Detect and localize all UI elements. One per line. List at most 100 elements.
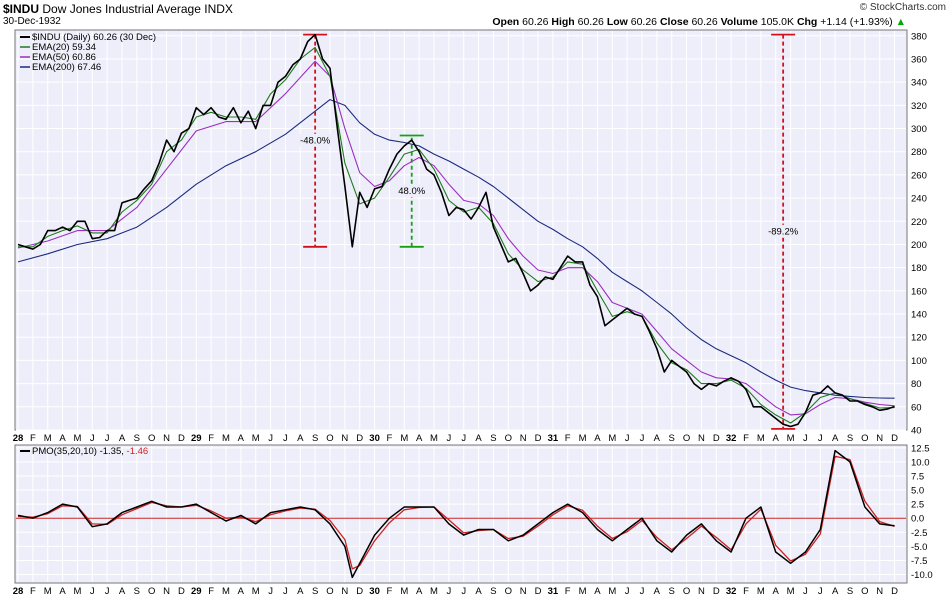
- price-x-tick-label: D: [713, 433, 720, 444]
- ema50-series-line: [17, 60, 895, 416]
- price-x-tick-label: J: [818, 433, 823, 444]
- pmo-x-tick-label: 31: [548, 586, 559, 597]
- price-x-tick-label: A: [475, 433, 482, 444]
- pmo-x-tick-label: F: [565, 586, 571, 597]
- price-y-tick-label: 380: [911, 31, 927, 42]
- price-x-tick-label: A: [119, 433, 126, 444]
- measure-label-bg: [763, 224, 804, 238]
- pmo-y-tick-label: 5.0: [911, 486, 924, 497]
- price-y-tick-label: 120: [911, 333, 927, 344]
- price-x-tick-label: O: [683, 433, 690, 444]
- pmo-x-tick-label: S: [490, 586, 496, 597]
- pmo-x-tick-label: J: [461, 586, 466, 597]
- high-label: High: [551, 16, 575, 28]
- symbol: $INDU: [3, 2, 40, 16]
- price-x-tick-label: F: [208, 433, 214, 444]
- price-x-tick-label: J: [90, 433, 95, 444]
- price-x-tick-label: O: [505, 433, 512, 444]
- pmo-x-tick-label: D: [178, 586, 185, 597]
- pmo-x-tick-label: A: [594, 586, 601, 597]
- price-panel: [14, 29, 908, 431]
- price-x-tick-label: J: [283, 433, 288, 444]
- price-x-tick-label: F: [387, 433, 393, 444]
- price-x-tick-label: 32: [726, 433, 737, 444]
- price-x-tick-label: M: [252, 433, 260, 444]
- price-y-tick-label: 40: [911, 426, 922, 437]
- price-x-tick-label: D: [535, 433, 542, 444]
- pmo-x-tick-label: A: [416, 586, 423, 597]
- price-x-tick-label: J: [625, 433, 630, 444]
- annotation-layer: -48.0% 48.0% -89.2%: [295, 33, 804, 430]
- pmo-y-tick-label: 2.5: [911, 500, 924, 511]
- pmo-y-tick-label: 12.5: [911, 443, 930, 454]
- price-y-tick-label: 240: [911, 194, 927, 205]
- pmo-x-tick-label: A: [773, 586, 780, 597]
- series-layer: [17, 33, 895, 579]
- open-label: Open: [492, 16, 520, 28]
- open-value: 60.26: [522, 16, 549, 28]
- price-x-tick-label: 28: [13, 433, 24, 444]
- pmo-y-tick-label: -10.0: [911, 570, 933, 581]
- price-x-tick-label: S: [490, 433, 496, 444]
- pmo-x-tick-label: A: [475, 586, 482, 597]
- pmo-x-tick-label: O: [505, 586, 512, 597]
- price-x-tick-label: M: [73, 433, 81, 444]
- chg-value: +1.14 (+1.93%): [820, 16, 893, 28]
- measure-label: 48.0%: [398, 186, 425, 197]
- legend-pmo-signal: -1.46: [127, 446, 149, 457]
- pmo-x-tick-label: A: [238, 586, 245, 597]
- pmo-x-tick-label: D: [535, 586, 542, 597]
- pmo-x-tick-label: J: [640, 586, 645, 597]
- price-x-tick-label: D: [891, 433, 898, 444]
- price-y-tick-label: 280: [911, 147, 927, 158]
- high-value: 60.26: [577, 16, 604, 28]
- price-y-tick-label: 80: [911, 379, 922, 390]
- measure-label: -48.0%: [300, 136, 331, 147]
- pmo-x-tick-label: N: [163, 586, 170, 597]
- price-x-tick-label: M: [430, 433, 438, 444]
- price-y-tick-label: 320: [911, 101, 927, 112]
- price-y-tick-label: 140: [911, 310, 927, 321]
- index-name: Dow Jones Industrial Average: [42, 2, 201, 16]
- chart-header: $INDU Dow Jones Industrial Average INDX …: [0, 0, 950, 30]
- pmo-x-tick-label: O: [148, 586, 155, 597]
- pmo-x-tick-label: F: [387, 586, 393, 597]
- pmo-x-tick-label: M: [579, 586, 587, 597]
- price-y-tick-label: 260: [911, 170, 927, 181]
- pmo-x-tick-label: M: [430, 586, 438, 597]
- price-x-tick-label: 31: [548, 433, 559, 444]
- pmo-x-tick-label: J: [105, 586, 110, 597]
- price-x-tick-label: J: [803, 433, 808, 444]
- price-x-tick-label: S: [847, 433, 853, 444]
- price-x-tick-label: S: [134, 433, 140, 444]
- pmo-x-tick-label: S: [134, 586, 140, 597]
- measure-label: -89.2%: [768, 227, 799, 238]
- price-x-tick-label: J: [461, 433, 466, 444]
- pmo-x-tick-label: N: [341, 586, 348, 597]
- pmo-x-tick-label: O: [683, 586, 690, 597]
- pmo-x-tick-label: J: [803, 586, 808, 597]
- price-x-tick-label: J: [446, 433, 451, 444]
- price-y-tick-label: 160: [911, 286, 927, 297]
- legend-ema50: EMA(50) 60.86: [32, 52, 96, 63]
- ticker-line: $INDU Dow Jones Industrial Average INDX: [3, 2, 233, 16]
- pmo-x-tick-label: D: [713, 586, 720, 597]
- price-x-tick-label: A: [238, 433, 245, 444]
- pmo-x-tick-label: M: [222, 586, 230, 597]
- legend-pmo: PMO(35,20,10) -1.35,: [32, 446, 124, 457]
- pmo-x-tick-label: A: [119, 586, 126, 597]
- price-x-tick-label: M: [44, 433, 52, 444]
- price-x-tick-label: F: [743, 433, 749, 444]
- pmo-x-tick-label: J: [268, 586, 273, 597]
- price-x-tick-label: A: [297, 433, 304, 444]
- price-x-tick-label: M: [787, 433, 795, 444]
- pmo-x-tick-label: N: [698, 586, 705, 597]
- price-x-tick-label: A: [59, 433, 66, 444]
- price-y-tick-label: 220: [911, 217, 927, 228]
- low-value: 60.26: [630, 16, 658, 28]
- pmo-legend: PMO(35,20,10) -1.35, -1.46: [20, 446, 148, 457]
- pmo-y-tick-label: 10.0: [911, 457, 930, 468]
- pmo-panel: [14, 444, 908, 584]
- ema20-series-line: [18, 46, 895, 424]
